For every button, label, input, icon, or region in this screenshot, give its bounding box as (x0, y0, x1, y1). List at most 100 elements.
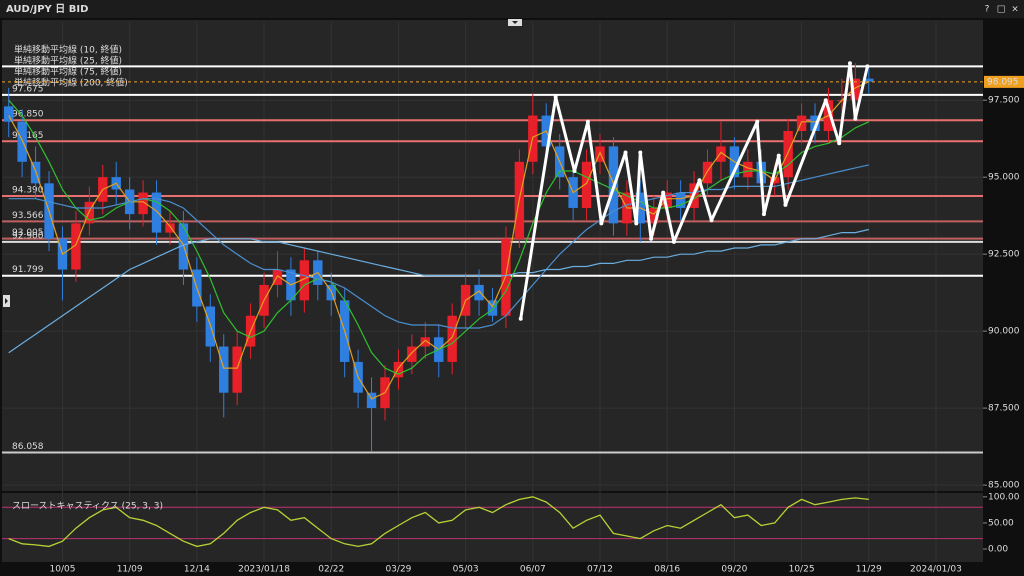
x-tick-label: 12/14 (184, 565, 210, 575)
candle-body (447, 315, 457, 362)
level-label: 97.675 (12, 84, 44, 94)
zigzag-point (599, 221, 604, 226)
candle-body (165, 223, 175, 233)
zigzag-point (634, 221, 639, 226)
zigzag-point (783, 202, 788, 207)
candle-body (219, 346, 229, 393)
y-tick-label: 100.00 (988, 492, 1020, 502)
panel-title: スローストキャスティクス (25, 3, 3) (12, 501, 163, 512)
candle-body (864, 78, 874, 82)
zigzag-point (709, 218, 714, 223)
x-tick-label: 02/22 (318, 565, 344, 575)
zigzag-point (661, 190, 666, 195)
candle-body (138, 192, 148, 215)
candle-body (675, 192, 686, 208)
candle-body (783, 130, 793, 178)
maximize-button[interactable]: □ (997, 5, 1006, 15)
zigzag-point (638, 150, 643, 155)
zigzag-point (585, 119, 590, 124)
legend-entry: 単純移動平均線 (25, 終値) (14, 55, 122, 67)
legend-entry: 単純移動平均線 (200, 終値) (14, 77, 128, 89)
candle-body (71, 223, 81, 270)
help-button[interactable]: ? (985, 5, 990, 15)
candle-body (662, 192, 672, 208)
level-label: 96.850 (12, 110, 44, 120)
zigzag-point (865, 64, 870, 69)
legend-entry: 単純移動平均線 (75, 終値) (14, 66, 122, 78)
x-tick-label: 07/12 (587, 565, 613, 575)
level-label: 94.390 (12, 185, 44, 195)
title-bar (0, 0, 1024, 18)
moving-average (8, 228, 869, 354)
candle-body (474, 284, 484, 301)
legend-entry: 単純移動平均線 (10, 終値) (14, 44, 122, 56)
zigzag-point (697, 178, 702, 183)
level-label: 96.165 (12, 131, 44, 141)
candle-body (702, 161, 713, 184)
x-tick-label: 05/03 (453, 565, 479, 575)
candle-body (17, 121, 27, 162)
x-tick-label: 06/07 (520, 565, 546, 575)
sub-plot-bg (2, 493, 983, 562)
level-label: 92.900 (12, 231, 44, 241)
x-tick-label: 03/29 (385, 565, 411, 575)
level-label: 93.005 (12, 228, 44, 238)
zigzag-point (623, 150, 628, 155)
zigzag-point (755, 119, 760, 124)
x-tick-label: 11/29 (856, 565, 882, 575)
zigzag-point (823, 98, 828, 103)
candle-body (649, 207, 659, 224)
level-label: 86.058 (12, 442, 44, 452)
main-plot-bg (2, 20, 983, 491)
last-price-box (984, 75, 1024, 88)
x-tick-label: 2024/01/03 (910, 565, 962, 575)
zigzag-point (847, 61, 852, 66)
candle-body (810, 115, 820, 131)
zigzag-point (572, 169, 577, 174)
x-tick-label: 2023/01/18 (238, 565, 290, 575)
candle-body (420, 337, 431, 347)
close-button[interactable]: × (1011, 5, 1019, 15)
y-tick-label: 0.00 (988, 545, 1008, 555)
candle-body (581, 161, 592, 208)
candle-body (272, 269, 283, 285)
zigzag-point (671, 239, 676, 244)
zigzag-point (776, 153, 781, 158)
x-tick-label: 09/20 (721, 565, 747, 575)
window-title: AUD/JPY 日 BID (6, 3, 88, 15)
candle-body (393, 361, 404, 378)
candle-body (232, 346, 242, 393)
level-label: 93.566 (12, 211, 44, 221)
y-tick-label: 85.000 (988, 481, 1020, 491)
level-label: 91.799 (12, 265, 44, 275)
y-tick-label: 90.000 (988, 327, 1020, 337)
candle-body (299, 260, 310, 301)
candle-body (716, 146, 726, 162)
y-tick-label: 97.500 (988, 96, 1020, 106)
candle-body (850, 78, 861, 101)
zigzag-point (649, 236, 654, 241)
candle-body (366, 392, 377, 409)
candle-body (4, 106, 14, 122)
candle-body (84, 201, 95, 224)
side-arrow (5, 298, 8, 304)
last-price-label: 98.095 (987, 77, 1019, 87)
x-tick-label: 10/25 (789, 565, 815, 575)
x-tick-label: 10/05 (50, 565, 76, 575)
candle-body (743, 161, 753, 178)
collapse-arrow (512, 21, 518, 24)
zigzag-point (853, 116, 858, 121)
x-tick-label: 08/16 (654, 565, 680, 575)
x-tick-label: 11/09 (117, 565, 143, 575)
candle-body (151, 192, 162, 233)
y-tick-label: 87.500 (988, 404, 1020, 414)
moving-average (8, 99, 870, 375)
y-tick-label: 50.00 (988, 518, 1014, 528)
candle-body (407, 346, 417, 362)
zigzag-point (837, 141, 842, 146)
y-tick-label: 92.500 (988, 250, 1020, 260)
candle-body (487, 300, 498, 316)
zigzag-line (519, 61, 869, 320)
zigzag-point (553, 95, 558, 100)
